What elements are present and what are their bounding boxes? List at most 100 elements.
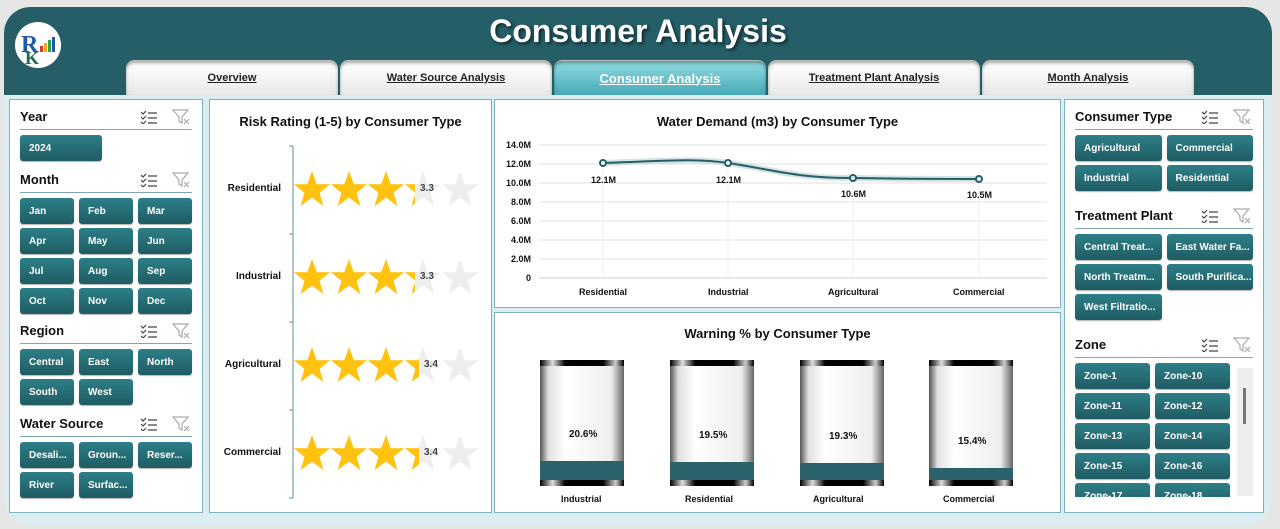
slicer-button-commercial[interactable]: Commercial [1166, 135, 1253, 161]
slicer-button-zone-14[interactable]: Zone-14 [1155, 423, 1230, 449]
slicer-button-dec[interactable]: Dec [138, 288, 192, 314]
page-title: Consumer Analysis [489, 13, 787, 49]
slicer-button-agricultural[interactable]: Agricultural [1075, 135, 1162, 161]
clear-filter-icon[interactable] [172, 172, 190, 188]
slicer-button-east[interactable]: East [79, 349, 133, 375]
slicer-button-apr[interactable]: Apr [20, 228, 74, 254]
slicer-button-2024[interactable]: 2024 [20, 135, 102, 161]
cylinder-agricultural [800, 360, 884, 486]
y-tick: 4.0M [510, 235, 531, 245]
slicer-button-mar[interactable]: Mar [138, 198, 192, 224]
multi-select-icon[interactable] [140, 417, 158, 431]
slicer-button-industrial[interactable]: Industrial [1075, 165, 1162, 191]
y-tick: 10.0M [505, 178, 531, 188]
multi-select-icon[interactable] [1201, 110, 1219, 124]
x-tick: Residential [579, 287, 628, 297]
data-label: 20.6% [569, 429, 598, 440]
month-slicer: Month Jan Feb Mar Apr May Jun Jul Aug Se… [10, 167, 202, 314]
slicer-button-central[interactable]: Central [20, 349, 74, 375]
dashboard-frame: R K Consumer Analysis Overview Water Sou… [4, 7, 1272, 525]
tab-overview[interactable]: Overview [126, 61, 338, 95]
y-tick: 8.0M [510, 197, 531, 207]
tab-month-analysis[interactable]: Month Analysis [982, 61, 1194, 95]
x-tick: Commercial [953, 287, 1005, 297]
slicer-button-sep[interactable]: Sep [138, 258, 192, 284]
category-label: Agricultural [224, 359, 281, 370]
slicer-button-zone-18[interactable]: Zone-18 [1155, 483, 1230, 497]
category-label: Residential [227, 183, 281, 194]
slicer-button-north-treatment[interactable]: North Treatm... [1075, 264, 1162, 290]
slicer-button-central-treatment[interactable]: Central Treat... [1075, 234, 1162, 260]
water-source-slicer: Water Source Desali... Groun... Reser...… [10, 411, 202, 498]
value-label: 3.4 [424, 447, 438, 458]
slicer-button-aug[interactable]: Aug [79, 258, 133, 284]
multi-select-icon[interactable] [140, 324, 158, 338]
slicer-button-south-purification[interactable]: South Purifica... [1166, 264, 1253, 290]
slicer-button-zone-10[interactable]: Zone-10 [1155, 363, 1230, 389]
consumer-type-slicer: Consumer Type Agricultural Commercial In… [1065, 104, 1263, 191]
slicer-button-river[interactable]: River [20, 472, 74, 498]
multi-select-icon[interactable] [140, 173, 158, 187]
company-logo: R K [15, 22, 61, 68]
chart-title: Warning % by Consumer Type [684, 326, 871, 341]
slicer-button-zone-17[interactable]: Zone-17 [1075, 483, 1150, 497]
cylinder-plot [540, 360, 1013, 486]
x-tick: Residential [685, 494, 734, 504]
clear-filter-icon[interactable] [172, 109, 190, 125]
tab-consumer-analysis[interactable]: Consumer Analysis [554, 61, 766, 95]
multi-select-icon[interactable] [1201, 209, 1219, 223]
slicer-button-groundwater[interactable]: Groun... [79, 442, 133, 468]
slicer-header: Water Source [20, 411, 192, 437]
risk-rating-chart: Risk Rating (1-5) by Consumer Type [209, 99, 492, 513]
slicer-button-zone-11[interactable]: Zone-11 [1075, 393, 1150, 419]
slicer-button-surface[interactable]: Surfac... [79, 472, 133, 498]
slicer-button-east-water-facility[interactable]: East Water Fa... [1166, 234, 1253, 260]
slicer-button-zone-15[interactable]: Zone-15 [1075, 453, 1150, 479]
y-tick: 14.0M [505, 140, 531, 150]
warning-percent-chart: Warning % by Consumer Type [494, 312, 1061, 513]
slicer-button-oct[interactable]: Oct [20, 288, 74, 314]
slicer-button-residential[interactable]: Residential [1166, 165, 1253, 191]
slicer-button-may[interactable]: May [79, 228, 133, 254]
slicer-button-jan[interactable]: Jan [20, 198, 74, 224]
category-label: Industrial [235, 271, 281, 282]
clear-filter-icon[interactable] [1233, 337, 1251, 353]
clear-filter-icon[interactable] [172, 416, 190, 432]
slicer-button-north[interactable]: North [138, 349, 192, 375]
slicer-button-zone-16[interactable]: Zone-16 [1155, 453, 1230, 479]
slicer-header: Zone [1075, 332, 1253, 358]
slicer-button-zone-13[interactable]: Zone-13 [1075, 423, 1150, 449]
tab-water-source-analysis[interactable]: Water Source Analysis [340, 61, 552, 95]
tab-treatment-plant-analysis[interactable]: Treatment Plant Analysis [768, 61, 980, 95]
slicer-button-zone-12[interactable]: Zone-12 [1155, 393, 1230, 419]
slicer-button-nov[interactable]: Nov [79, 288, 133, 314]
tab-bar: Overview Water Source Analysis Consumer … [126, 61, 1194, 95]
slicer-button-west[interactable]: West [79, 379, 133, 405]
slicer-button-feb[interactable]: Feb [79, 198, 133, 224]
slicer-button-south[interactable]: South [20, 379, 74, 405]
category-label: Commercial [223, 447, 281, 458]
slicer-button-west-filtration[interactable]: West Filtratio... [1075, 294, 1162, 320]
cylinder-commercial [929, 360, 1013, 486]
header-bar: R K Consumer Analysis Overview Water Sou… [4, 7, 1272, 95]
slicer-button-reservoir[interactable]: Reser... [138, 442, 192, 468]
slicer-button-zone-1[interactable]: Zone-1 [1075, 363, 1150, 389]
slicer-button-jul[interactable]: Jul [20, 258, 74, 284]
scrollbar-thumb[interactable] [1243, 388, 1246, 424]
clear-filter-icon[interactable] [172, 323, 190, 339]
data-label: 19.5% [699, 430, 728, 441]
left-slicer-panel: Year 2024 Month Jan Feb Mar Apr May Jun [9, 99, 203, 513]
multi-select-icon[interactable] [140, 110, 158, 124]
multi-select-icon[interactable] [1201, 338, 1219, 352]
slicer-header: Consumer Type [1075, 104, 1253, 130]
clear-filter-icon[interactable] [1233, 109, 1251, 125]
zone-scrollbar[interactable] [1237, 368, 1253, 496]
y-tick: 12.0M [505, 159, 531, 169]
right-slicer-panel: Consumer Type Agricultural Commercial In… [1064, 99, 1264, 513]
line-plot [539, 144, 1047, 279]
svg-text:K: K [25, 48, 39, 68]
region-slicer: Region Central East North South West [10, 318, 202, 405]
clear-filter-icon[interactable] [1233, 208, 1251, 224]
slicer-button-jun[interactable]: Jun [138, 228, 192, 254]
slicer-button-desalination[interactable]: Desali... [20, 442, 74, 468]
